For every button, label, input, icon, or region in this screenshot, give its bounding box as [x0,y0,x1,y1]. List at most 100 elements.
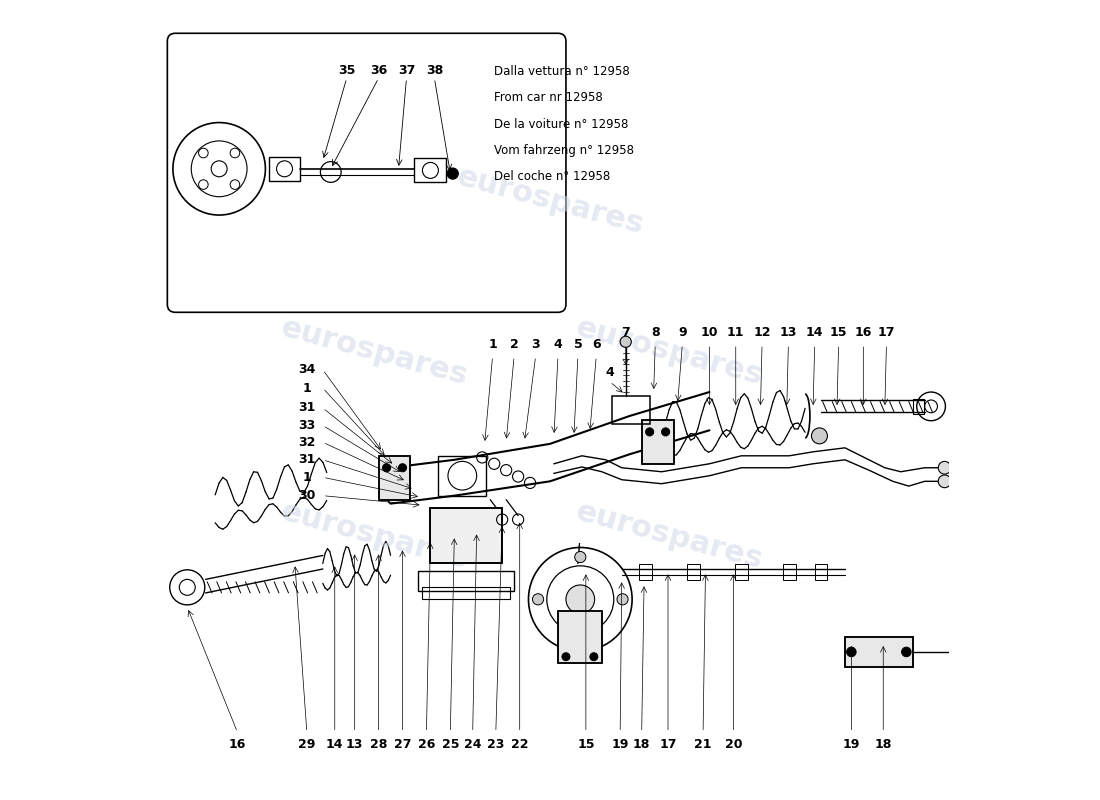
Circle shape [938,475,952,488]
Circle shape [398,464,407,472]
Circle shape [590,653,597,661]
Text: Vom fahrzeng n° 12958: Vom fahrzeng n° 12958 [494,144,635,157]
Bar [558,611,602,663]
Text: 4: 4 [553,338,562,350]
Circle shape [646,428,653,436]
Text: eurospares: eurospares [453,162,647,240]
Bar [613,396,650,424]
Bar [558,611,602,663]
Text: eurospares: eurospares [573,497,767,574]
Text: 37: 37 [398,64,415,77]
Text: 21: 21 [694,738,712,751]
Circle shape [812,428,827,444]
Bar [641,420,673,464]
Text: Dalla vettura n° 12958: Dalla vettura n° 12958 [494,65,630,78]
Bar [913,399,924,414]
Text: 18: 18 [632,738,650,751]
Circle shape [211,161,227,177]
Text: 17: 17 [878,326,895,338]
Text: 14: 14 [326,738,343,751]
Circle shape [902,647,911,657]
Text: 13: 13 [346,738,363,751]
Text: 6: 6 [592,338,601,350]
Text: eurospares: eurospares [573,314,767,391]
Bar [422,587,510,599]
Text: 11: 11 [727,326,745,338]
Text: De la voiture n° 12958: De la voiture n° 12958 [494,118,628,130]
Bar [688,564,700,580]
Text: 27: 27 [394,738,411,751]
Bar [845,637,913,667]
Text: 9: 9 [678,326,686,338]
Text: 31: 31 [298,402,316,414]
Text: 17: 17 [659,738,676,751]
Text: 38: 38 [426,64,443,77]
Text: 20: 20 [725,738,742,751]
Text: 16: 16 [229,738,246,751]
Circle shape [847,647,856,657]
Bar [418,571,514,591]
Text: 24: 24 [464,738,482,751]
Text: 25: 25 [441,738,459,751]
Bar [270,157,299,181]
Bar [430,508,503,563]
Bar [815,564,827,580]
Text: 36: 36 [370,64,387,77]
Text: 1: 1 [302,471,311,484]
Text: 2: 2 [509,338,518,350]
Circle shape [620,336,631,347]
FancyBboxPatch shape [167,34,565,312]
Text: 1: 1 [488,338,497,350]
Text: 23: 23 [487,738,505,751]
Circle shape [532,594,543,605]
Text: 14: 14 [806,326,824,338]
Bar [641,420,673,464]
Circle shape [562,653,570,661]
Text: 33: 33 [298,419,316,432]
Text: Del coche n° 12958: Del coche n° 12958 [494,170,611,183]
Bar [845,637,913,667]
Text: 26: 26 [418,738,436,751]
Text: 28: 28 [370,738,387,751]
Text: 15: 15 [578,738,595,751]
Circle shape [448,168,459,179]
Text: 31: 31 [298,454,316,466]
Text: 16: 16 [855,326,872,338]
Circle shape [617,594,628,605]
Circle shape [574,551,586,562]
Bar [378,456,410,500]
Text: 10: 10 [701,326,718,338]
Circle shape [661,428,670,436]
Circle shape [565,585,595,614]
Text: From car nr 12958: From car nr 12958 [494,91,603,104]
Bar [378,456,410,500]
Text: eurospares: eurospares [278,314,471,391]
Text: eurospares: eurospares [278,497,471,574]
Text: 35: 35 [338,64,355,77]
Text: 7: 7 [621,326,630,338]
Text: 8: 8 [651,326,660,338]
Text: 32: 32 [298,436,316,449]
Bar [439,456,486,496]
Bar [639,564,652,580]
Text: 3: 3 [531,338,540,350]
Bar [415,158,447,182]
Text: 18: 18 [874,738,892,751]
Text: 15: 15 [829,326,847,338]
Bar [735,564,748,580]
Circle shape [938,462,952,474]
Text: 19: 19 [612,738,629,751]
Bar [783,564,795,580]
Text: 4: 4 [605,366,614,378]
Circle shape [383,464,390,472]
Text: 29: 29 [298,738,316,751]
Text: 1: 1 [302,382,311,394]
Text: 22: 22 [512,738,528,751]
Bar [430,508,503,563]
Text: 12: 12 [754,326,771,338]
Circle shape [179,579,195,595]
Text: 34: 34 [298,363,316,376]
Circle shape [574,636,586,647]
Text: 5: 5 [573,338,582,350]
Text: 19: 19 [843,738,860,751]
